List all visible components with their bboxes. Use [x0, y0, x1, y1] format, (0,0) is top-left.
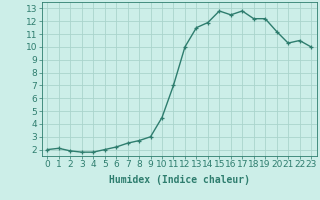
- X-axis label: Humidex (Indice chaleur): Humidex (Indice chaleur): [109, 175, 250, 185]
